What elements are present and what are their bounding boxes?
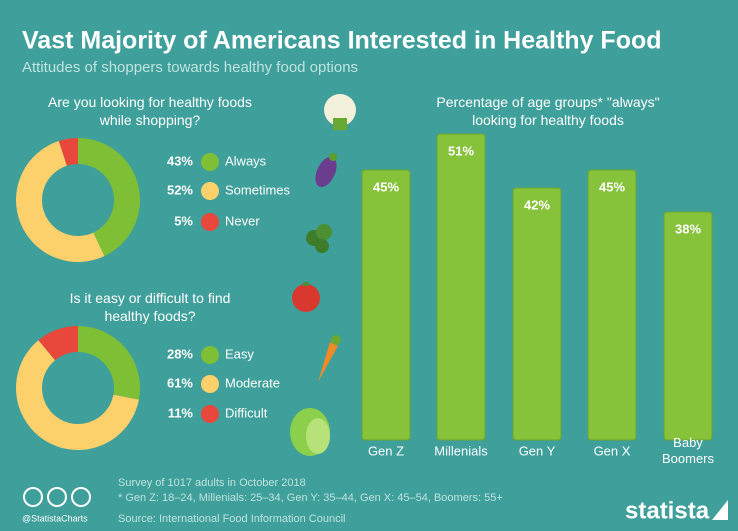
bar: [663, 211, 713, 441]
legend-value: 52%: [167, 182, 193, 197]
subtitle: Attitudes of shoppers towards healthy fo…: [22, 59, 358, 76]
source: Source: International Food Information C…: [118, 513, 345, 525]
x-category-label: Gen Z: [368, 443, 404, 458]
bar: [587, 169, 637, 441]
title: Vast Majority of Americans Interested in…: [22, 27, 662, 55]
legend-swatch: [201, 375, 219, 393]
legend-value: 43%: [167, 153, 193, 168]
legend-value: 61%: [167, 375, 193, 390]
license-icons: [23, 487, 91, 507]
bar-value-label: 45%: [373, 179, 399, 194]
survey-note: Survey of 1017 adults in October 2018: [118, 477, 306, 489]
x-category-label: Gen Y: [519, 443, 556, 458]
donut-segment: [15, 141, 105, 263]
legend-swatch: [201, 153, 219, 171]
bar-value-label: 45%: [599, 179, 625, 194]
donut-segment: [78, 138, 140, 257]
legend-value: 28%: [167, 346, 193, 361]
legend-label: Never: [225, 213, 260, 228]
donut-segment: [58, 138, 78, 166]
food-icons: [290, 94, 356, 456]
x-category-label: Gen X: [594, 443, 631, 458]
x-category-label: Baby Boomers: [662, 435, 715, 466]
bar: [436, 133, 486, 441]
handle: @StatistaCharts: [22, 513, 88, 523]
legend-label: Moderate: [225, 375, 280, 390]
legend-swatch: [201, 405, 219, 423]
donut-segment: [78, 326, 141, 400]
donut-segment: [15, 340, 139, 450]
bar-value-label: 42%: [524, 197, 550, 212]
pie-title: Are you looking for healthy foods while s…: [48, 94, 252, 128]
legend-swatch: [201, 182, 219, 200]
legend-swatch: [201, 346, 219, 364]
legend-label: Always: [225, 153, 267, 168]
legend-value: 11%: [168, 405, 194, 420]
pie-title: Is it easy or difficult to find healthy f…: [70, 290, 231, 324]
legend-label: Easy: [225, 346, 254, 361]
logo: statista: [625, 497, 710, 524]
bar-value-label: 51%: [448, 143, 474, 158]
legend-value: 5%: [174, 213, 193, 228]
x-category-label: Millenials: [434, 443, 488, 458]
legend-swatch: [201, 213, 219, 231]
legend-label: Difficult: [225, 405, 268, 420]
bar: [512, 187, 562, 441]
footnote: * Gen Z: 18–24, Millenials: 25–34, Gen Y…: [118, 492, 503, 504]
bar: [361, 169, 411, 441]
legend-label: Sometimes: [225, 182, 291, 197]
donut-segment: [38, 326, 78, 361]
bar-value-label: 38%: [675, 221, 701, 236]
bar-chart-title: Percentage of age groups* "always" lookin…: [436, 94, 659, 128]
logo-mark: [712, 500, 728, 520]
